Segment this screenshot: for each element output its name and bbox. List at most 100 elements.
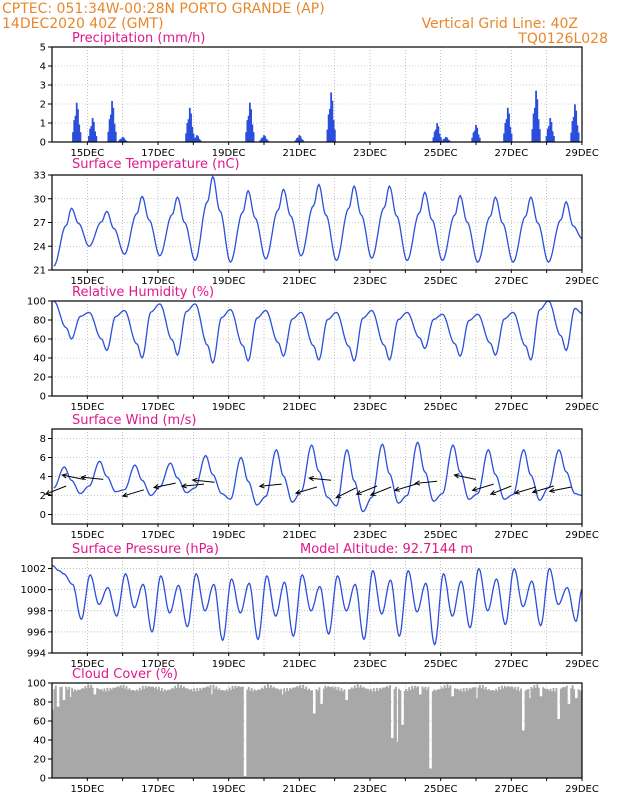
cloud-bar (250, 688, 253, 778)
temperature-ytick-label: 24 (33, 242, 46, 253)
wind-ytick-label: 4 (40, 472, 46, 483)
precip-bar (185, 133, 187, 142)
precip-xtick-label: 17DEC (141, 148, 175, 159)
cloud-bar (505, 687, 508, 778)
cloud-bar (256, 689, 259, 778)
cloud-bar (511, 686, 514, 778)
precip-bar (246, 120, 249, 142)
pressure-ytick-label: 994 (27, 649, 46, 660)
cloud-bar (534, 687, 537, 778)
precip-bar (263, 135, 265, 142)
precip-ytick-label: 3 (40, 81, 46, 92)
cloud-bar (355, 688, 358, 778)
cloud-bar (412, 688, 415, 778)
cloud-bar (228, 687, 231, 778)
precip-bar (439, 137, 442, 142)
wind-xtick-label: 21DEC (282, 530, 316, 541)
wind-vector-head (471, 486, 478, 492)
cloud-bar (340, 688, 343, 778)
precip-ytick-label: 4 (40, 62, 46, 73)
precip-bar (198, 138, 201, 142)
cloud-bar (90, 684, 93, 778)
wind-vector-head (152, 484, 160, 490)
cloud-bar (487, 688, 490, 778)
cloud-bar (287, 690, 290, 778)
cloud-bar (185, 688, 188, 778)
cloud-bar (303, 688, 306, 778)
precip-bar (109, 114, 112, 142)
cloud-bar (503, 685, 506, 778)
cloud-bar (545, 689, 548, 778)
precip-bar (508, 113, 510, 142)
wind-vector (295, 486, 318, 494)
cloud-bar (294, 687, 297, 778)
cloud-bar (402, 724, 405, 778)
cloud-bar (349, 689, 352, 778)
cloud-bar (392, 738, 394, 778)
cloud-bar (68, 686, 71, 778)
precip-bar (536, 99, 539, 142)
precip-bar (187, 119, 190, 142)
header-run-time: 14DEC2020 40Z (GMT) (2, 16, 164, 32)
cloud-bar (458, 690, 461, 778)
precip-bar (92, 122, 95, 142)
cloud-bar (174, 685, 177, 778)
cloud-bar (445, 687, 447, 778)
precip-bar (300, 138, 303, 142)
cloud-bar (343, 689, 346, 778)
cloud-bar (97, 688, 100, 778)
temperature-xtick-label: 29DEC (565, 276, 599, 287)
precip-bar (111, 100, 113, 142)
precip-bar (114, 131, 117, 142)
temperature-xtick-label: 25DEC (424, 276, 458, 287)
wind-vector-head (258, 483, 265, 489)
wind-vector-head (121, 492, 128, 498)
pressure-ytick-label: 998 (27, 606, 46, 617)
cloud-bar (434, 690, 437, 778)
wind-vector (122, 489, 145, 497)
cloud-bar (362, 686, 365, 778)
cloud-bar (495, 688, 498, 778)
cloud-bar (230, 689, 233, 778)
precip-bar (245, 132, 248, 142)
precip-bar (442, 139, 445, 142)
pressure-frame (51, 557, 583, 654)
cloud-bar (409, 689, 412, 778)
precip-bar (266, 140, 269, 142)
cloud-bar (277, 688, 280, 778)
cloud-bar (240, 686, 243, 778)
cloud-bar (533, 685, 536, 778)
precip-bar (574, 104, 576, 142)
precip-bar (531, 129, 534, 142)
cloud-bar (166, 689, 169, 778)
cloud-bar (293, 687, 296, 778)
precip-bar (546, 128, 549, 142)
cloud-bar (103, 688, 106, 778)
cloud-bar (190, 688, 193, 778)
cloud-bar (197, 690, 200, 778)
cloud-bar (417, 686, 419, 778)
humidity-xtick-label: 19DEC (212, 402, 246, 413)
cloud-bar (526, 689, 528, 778)
cloud-bar (421, 686, 424, 778)
precip-bar (95, 136, 98, 142)
cloud-bar (387, 687, 390, 778)
precip-xtick-label: 25DEC (424, 148, 458, 159)
wind-vector (81, 476, 104, 480)
cloud-bar (508, 686, 511, 778)
cloud-bar (85, 688, 88, 778)
cloud-bar (237, 686, 240, 778)
cloud-bar (65, 686, 68, 778)
header-station: CPTEC: 051:34W-00:28N PORTO GRANDE (AP) (2, 1, 325, 17)
precip-bar (119, 139, 122, 142)
cloud-bar (558, 719, 561, 778)
cloud-bar (518, 691, 521, 778)
cloud-bar (218, 688, 221, 778)
cloud-bar (146, 687, 149, 778)
cloud-bar (328, 686, 331, 778)
cloud-bar (368, 690, 371, 778)
cloud-bar (347, 689, 350, 778)
wind-vector (472, 483, 494, 491)
cloud-bar (312, 713, 315, 778)
cloud-bar (308, 688, 311, 778)
